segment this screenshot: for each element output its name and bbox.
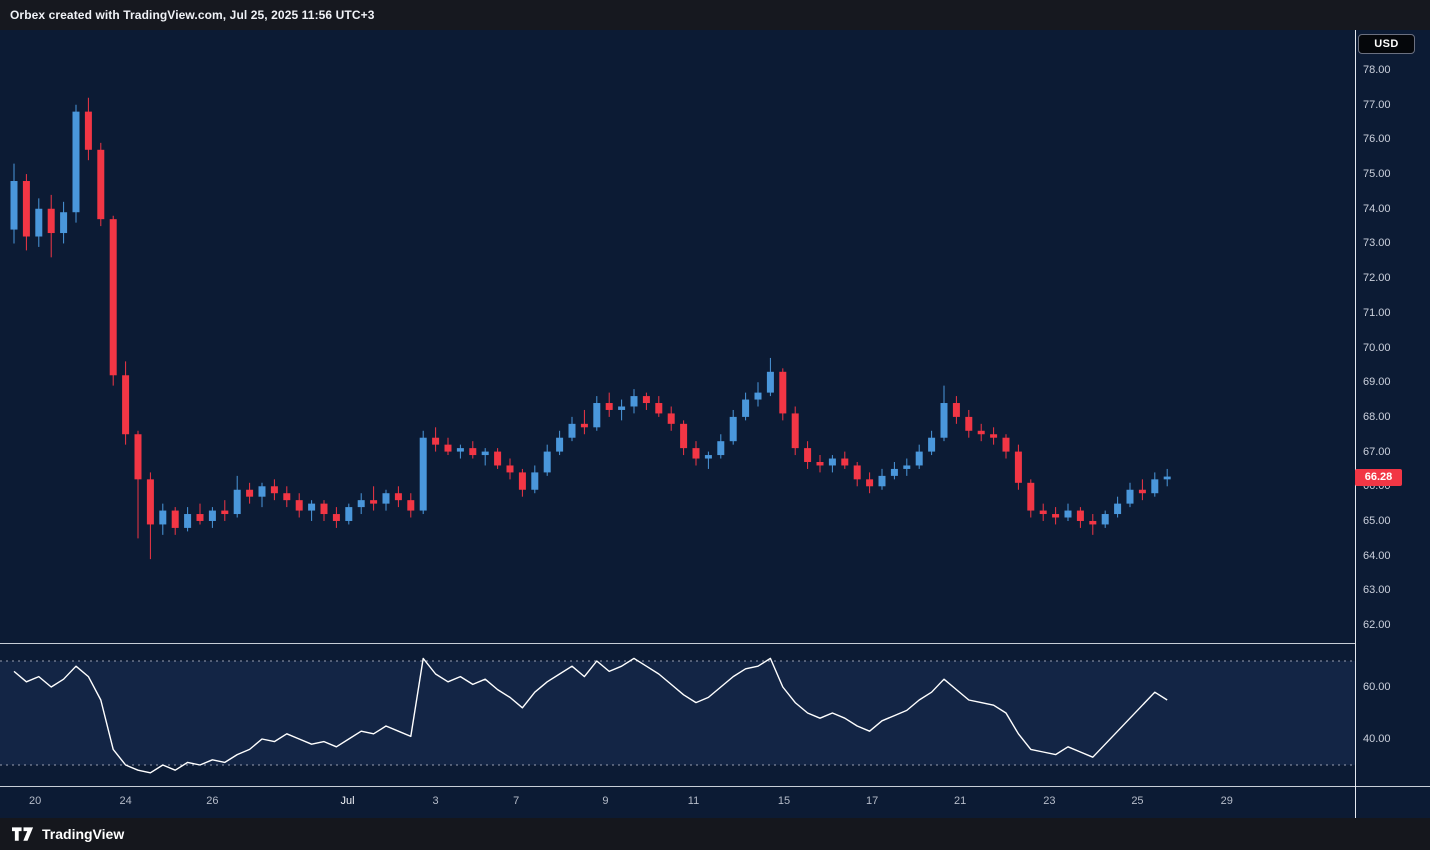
currency-toggle-button[interactable]: USD	[1358, 34, 1415, 54]
price-tick-label: 68.00	[1363, 410, 1391, 423]
time-tick-label: 24	[119, 795, 132, 807]
price-tick-label: 73.00	[1363, 237, 1391, 250]
time-tick-label: 7	[513, 795, 520, 807]
time-tick-label: 11	[687, 795, 700, 807]
candlestick-pane[interactable]	[0, 30, 1355, 643]
oscillator-tick-label: 60.00	[1363, 681, 1391, 693]
chart-title: Orbex created with TradingView.com, Jul …	[10, 8, 375, 22]
price-tick-label: 74.00	[1363, 202, 1391, 215]
time-scale[interactable]: 20 24 26 Jul 3 7 9 11 15 17 21 23 25 29	[0, 786, 1355, 818]
pane-separator[interactable]	[0, 643, 1355, 644]
tradingview-logo[interactable]: TradingView	[12, 826, 124, 842]
price-tick-label: 67.00	[1363, 445, 1391, 458]
price-tick-label: 76.00	[1363, 133, 1391, 146]
time-tick-label: 17	[865, 795, 879, 807]
chart-header: Orbex created with TradingView.com, Jul …	[0, 0, 1430, 30]
time-tick-label: Jul	[340, 795, 355, 807]
price-tick-label: 65.00	[1363, 514, 1391, 527]
price-tick-label: 75.00	[1363, 168, 1391, 181]
footer-bar: TradingView	[0, 818, 1430, 850]
time-tick-label: 20	[28, 795, 42, 807]
price-axis-separator	[1355, 30, 1356, 818]
last-price-badge: 66.28	[1355, 468, 1402, 486]
price-tick-label: 63.00	[1363, 584, 1391, 597]
time-tick-label: 3	[432, 795, 439, 807]
price-tick-label: 64.00	[1363, 549, 1391, 562]
price-tick-label: 70.00	[1363, 341, 1391, 354]
time-tick-label: 25	[1131, 795, 1144, 807]
price-tick-label: 78.00	[1363, 64, 1391, 76]
price-tick-label: 77.00	[1363, 98, 1391, 111]
tradingview-logo-icon	[12, 826, 34, 841]
time-tick-label: 9	[602, 795, 609, 807]
price-tick-label: 71.00	[1363, 306, 1391, 319]
brand-name: TradingView	[42, 826, 125, 842]
time-tick-label: 15	[777, 795, 791, 807]
price-tick-label: 72.00	[1363, 272, 1391, 285]
time-tick-label: 21	[953, 795, 967, 807]
oscillator-tick-label: 40.00	[1363, 733, 1391, 745]
oscillator-pane[interactable]	[0, 643, 1355, 786]
time-tick-label: 29	[1220, 795, 1233, 807]
time-tick-label: 23	[1043, 795, 1056, 807]
price-tick-label: 62.00	[1363, 619, 1391, 632]
time-axis-separator	[0, 786, 1430, 787]
price-scale[interactable]: 78.00 77.00 76.00 75.00 74.00 73.00 72.00 71.00…	[1355, 30, 1430, 818]
time-tick-label: 26	[206, 795, 219, 807]
price-tick-label: 69.00	[1363, 376, 1391, 389]
